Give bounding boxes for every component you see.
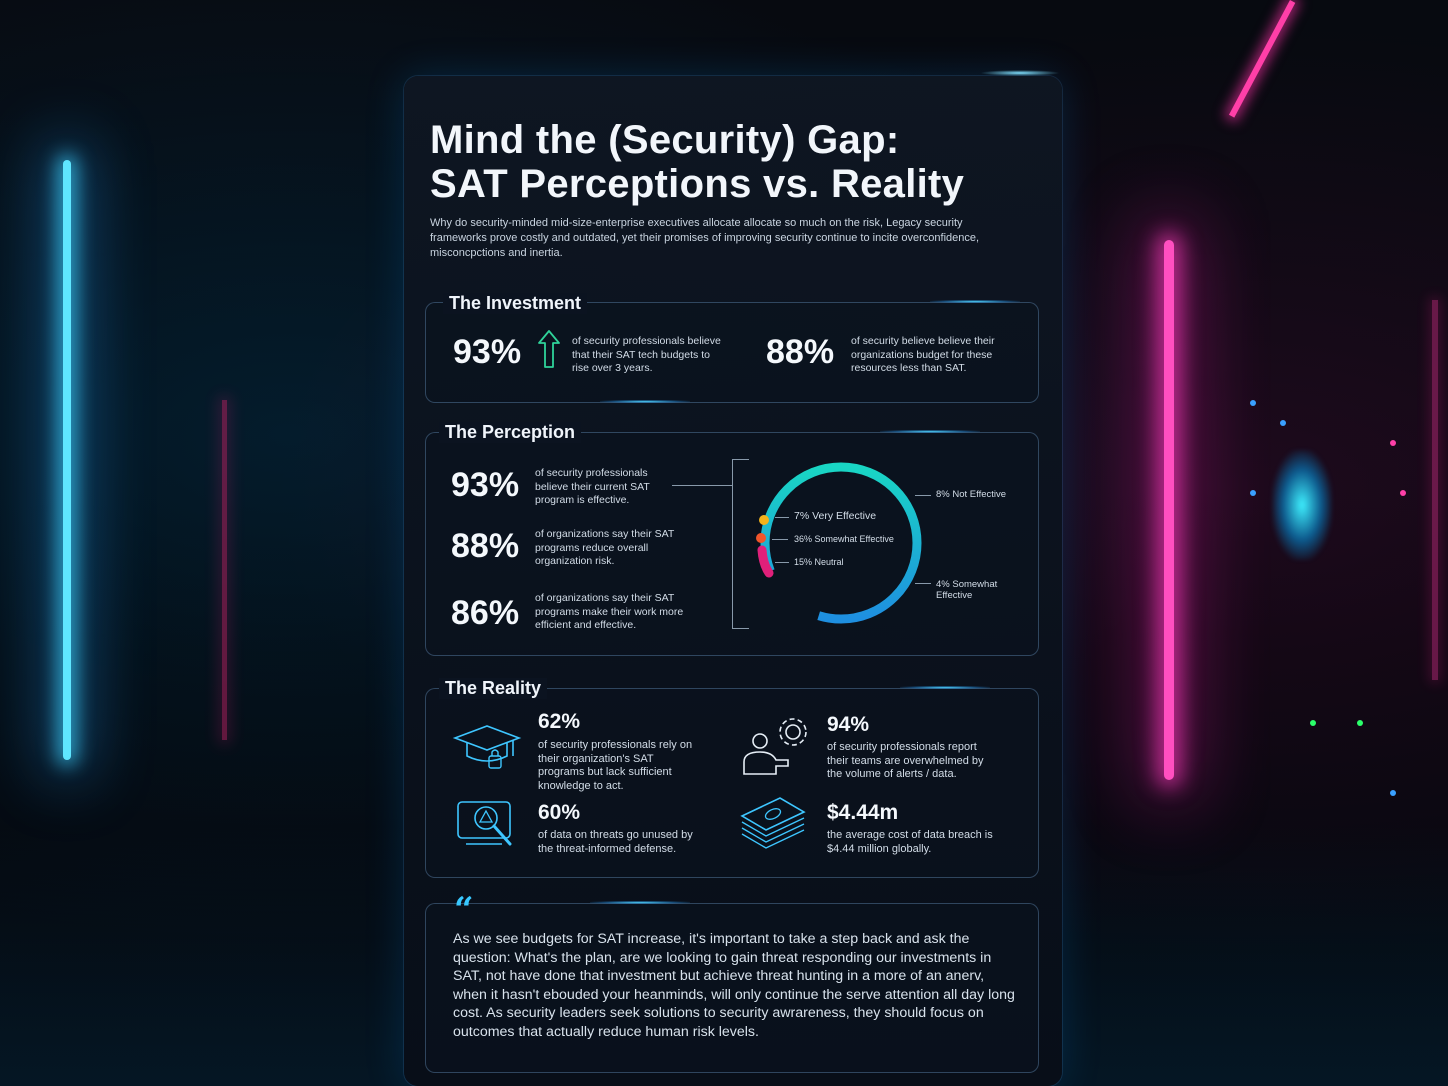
donut-segment-neutral bbox=[757, 545, 774, 578]
perception-glow-top bbox=[880, 430, 980, 433]
perception-heading: The Perception bbox=[439, 422, 582, 443]
investment-stat1-value: 93% bbox=[453, 333, 522, 371]
donut-label-not-effective: 8% Not Effective bbox=[936, 489, 1007, 500]
donut-label-neutral: 15% Neutral bbox=[794, 557, 844, 567]
page-title: Mind the (Security) Gap: SAT Perceptions… bbox=[430, 118, 1030, 206]
investment-stat2-value: 88% bbox=[766, 333, 835, 371]
reality-stat2-text: of security professionals report their t… bbox=[827, 741, 984, 780]
donut-ring bbox=[760, 462, 922, 624]
perception-stat1-value: 93% bbox=[451, 466, 520, 504]
server-glow bbox=[1272, 450, 1332, 560]
reality-stat4-value: $4.44m bbox=[827, 801, 899, 824]
perception-stat3-text: of organizations say their SAT programs … bbox=[535, 592, 684, 631]
title-line-2: SAT Perceptions vs. Reality bbox=[430, 162, 965, 206]
person-gear-icon bbox=[743, 718, 807, 775]
investment-stat2-text: of security believe believe their organi… bbox=[851, 335, 995, 374]
quote-glow-top bbox=[590, 901, 690, 904]
reality-glow-top bbox=[900, 686, 990, 689]
perception-connector bbox=[672, 485, 732, 486]
quote-text: As we see budgets for SAT increase, it's… bbox=[453, 931, 1015, 1040]
neon-light-right bbox=[1164, 240, 1174, 780]
quote-mark-icon: “ bbox=[454, 890, 474, 930]
reality-heading: The Reality bbox=[439, 678, 548, 699]
perception-stat2-text: of organizations say their SAT programs … bbox=[535, 528, 675, 567]
donut-label-line-very-effective bbox=[775, 517, 789, 518]
arrow-up-icon bbox=[538, 330, 560, 368]
reality-section bbox=[425, 688, 1039, 878]
reality-stat3-text: of data on threats go unused by the thre… bbox=[538, 829, 693, 855]
money-stack-icon bbox=[740, 797, 806, 849]
reality-stat1-value: 62% bbox=[538, 710, 581, 733]
server-rack-lights bbox=[1240, 380, 1420, 800]
reality-stat3-value: 60% bbox=[538, 801, 581, 824]
investment-stat1-text: of security professionals believe that t… bbox=[572, 335, 721, 374]
perception-stat3-value: 86% bbox=[451, 594, 520, 632]
neon-light-left-dim bbox=[222, 400, 227, 740]
donut-label-very-effective: 7% Very Effective bbox=[794, 510, 877, 522]
donut-label-line-somewhat-4 bbox=[915, 583, 931, 584]
perception-stat1-text: of security professionals believe their … bbox=[535, 467, 650, 506]
investment-section bbox=[425, 302, 1039, 403]
card-top-glow bbox=[980, 70, 1060, 76]
donut-label-line-neutral bbox=[775, 562, 789, 563]
threat-search-icon bbox=[457, 801, 512, 846]
investment-glow-top bbox=[930, 300, 1020, 303]
donut-segment-very-effective bbox=[759, 515, 769, 525]
intro-text: Why do security-minded mid-size-enterpri… bbox=[430, 217, 980, 259]
graduation-cap-icon bbox=[452, 725, 522, 769]
perception-bracket bbox=[732, 459, 749, 629]
donut-label-line-somewhat-36 bbox=[772, 539, 788, 540]
effectiveness-donut bbox=[756, 462, 922, 624]
investment-glow-bottom bbox=[600, 400, 690, 403]
reality-stat4-text: the average cost of data breach is $4.44… bbox=[827, 829, 993, 855]
title-line-1: Mind the (Security) Gap: bbox=[430, 118, 900, 162]
donut-segment-somewhat-effective bbox=[756, 533, 766, 543]
perception-stat2-value: 88% bbox=[451, 527, 520, 565]
donut-label-somewhat-effective-36: 36% Somewhat Effective bbox=[794, 534, 894, 544]
reality-stat1-text: of security professionals rely on their … bbox=[538, 739, 693, 792]
quote-section bbox=[425, 903, 1039, 1073]
donut-label-somewhat-effective-4: 4% Somewhat Effective bbox=[936, 579, 998, 601]
neon-light-right-dim bbox=[1432, 300, 1438, 680]
neon-light-left bbox=[63, 160, 71, 760]
reality-stat2-value: 94% bbox=[827, 713, 870, 736]
donut-label-line-not-effective bbox=[915, 495, 931, 496]
investment-heading: The Investment bbox=[443, 293, 588, 314]
